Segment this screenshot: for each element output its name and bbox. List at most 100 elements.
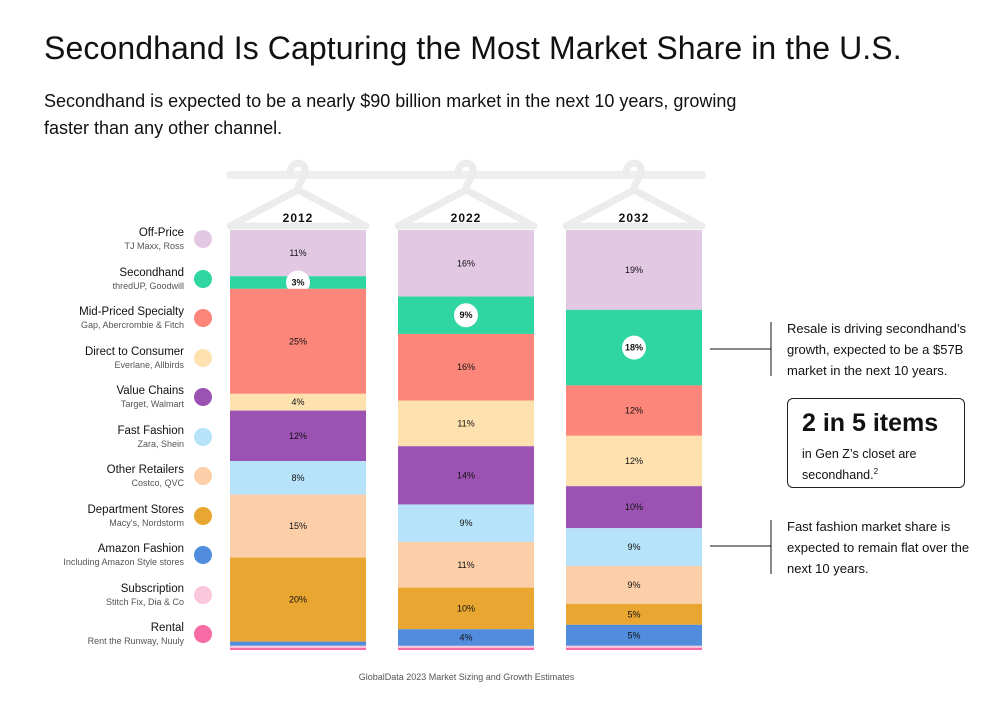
data-label: 5% [627, 609, 640, 619]
legend-examples: Including Amazon Style stores [63, 557, 184, 567]
bar-segment [566, 230, 702, 310]
bar-segment [566, 566, 702, 604]
highlight-badge [454, 303, 478, 328]
legend-swatch [194, 585, 212, 604]
legend-text: Direct to Consumer Everlane, Allbirds [85, 345, 184, 371]
data-label: 16% [457, 362, 475, 372]
legend-text: Amazon Fashion Including Amazon Style sto… [63, 542, 184, 568]
legend-examples: Costco, QVC [131, 478, 184, 488]
legend-name: Department Stores [87, 503, 184, 516]
data-label: 9% [627, 580, 640, 590]
legend-examples: Macy's, Nordstorm [109, 517, 184, 528]
legend-item: Fast Fashion Zara, Shein [30, 424, 220, 454]
data-label: 19% [625, 265, 643, 275]
bar-segment [566, 435, 702, 487]
data-label: 9% [627, 542, 640, 552]
bar-segment [566, 528, 702, 566]
page-title: Secondhand Is Capturing the Most Market … [44, 30, 902, 66]
data-label: 11% [457, 560, 474, 570]
legend-name: Subscription [120, 582, 184, 595]
bar-segment [230, 557, 366, 642]
stat-description: in Gen Z’s closet are secondhand. [802, 447, 917, 483]
legend-swatch [194, 230, 212, 248]
data-label: 9% [459, 518, 472, 528]
legend-item: Department Stores Macy's, Nordstorm [30, 503, 220, 533]
year-label: 2022 [451, 211, 482, 225]
hanger-icon [226, 159, 370, 230]
legend-text: Mid-Priced Specialty Gap, Abercrombie & F… [79, 305, 184, 331]
bar-segment [398, 541, 534, 588]
bar-segment [398, 587, 534, 630]
legend-examples: Target, Walmart [120, 399, 184, 409]
legend-item: Direct to Consumer Everlane, Allbirds [30, 345, 220, 375]
bar-segment [398, 400, 534, 447]
highlight-badge [622, 335, 646, 360]
bar-segment [230, 641, 366, 646]
year-label: 2032 [619, 211, 650, 225]
data-label: 16% [457, 258, 475, 268]
legend-examples: TJ Maxx, Ross [124, 241, 184, 251]
legend-swatch [194, 427, 212, 446]
fast-fashion-callout: Fast fashion market share is expected to… [787, 519, 970, 576]
data-label: 8% [291, 473, 304, 483]
hanger-icon [562, 159, 706, 230]
stat-text: in Gen Z’s closet are secondhand.2 [802, 445, 952, 484]
stat-headline: 2 in 5 items [802, 409, 939, 437]
bar-segment [566, 647, 702, 650]
legend-swatch [194, 506, 212, 525]
data-label: 12% [289, 431, 307, 441]
legend-swatch [194, 388, 212, 406]
legend-item: Secondhand thredUP, Goodwill [30, 266, 220, 296]
data-label: 11% [457, 418, 474, 428]
legend-swatch [194, 348, 212, 367]
legend-item: Rental Rent the Runway, Nuuly [30, 621, 220, 651]
legend-text: Secondhand thredUP, Goodwill [113, 266, 184, 292]
legend-name: Direct to Consumer [84, 345, 184, 358]
legend-item: Off-Price TJ Maxx, Ross [30, 226, 220, 256]
bar-segment [398, 333, 534, 401]
legend-examples: thredUP, Goodwill [112, 280, 184, 291]
page-subtitle: Secondhand is expected to be a nearly $9… [44, 91, 737, 138]
data-label: 10% [625, 502, 643, 512]
bar-segment [398, 504, 534, 542]
bar-segment [398, 446, 534, 505]
legend-examples: Gap, Abercrombie & Fitch [80, 320, 184, 330]
legend-item: Mid-Priced Specialty Gap, Abercrombie & F… [30, 305, 220, 335]
legend-swatch [194, 309, 212, 327]
legend-examples: Zara, Shein [137, 438, 184, 449]
data-label: 9% [459, 310, 472, 320]
legend-item: Amazon Fashion Including Amazon Style sto… [30, 542, 220, 572]
legend-name: Secondhand [119, 266, 184, 279]
data-label: 3% [291, 278, 304, 288]
bar-segment [398, 230, 534, 297]
legend-swatch [194, 625, 212, 643]
legend-name: Mid-Priced Specialty [79, 306, 184, 318]
bar-segment [398, 645, 534, 648]
data-label: 5% [627, 630, 640, 640]
data-label: 14% [457, 470, 475, 480]
highlight-badge [286, 270, 310, 295]
legend-swatch [194, 546, 212, 564]
legend-item: Subscription Stitch Fix, Dia & Co [30, 582, 220, 612]
bar-segment [566, 645, 702, 648]
data-label: 12% [625, 406, 643, 416]
data-label: 15% [289, 521, 307, 531]
data-label: 18% [625, 343, 643, 353]
bar-segment [566, 385, 702, 436]
bar-segment [566, 603, 702, 625]
bar-segment [230, 645, 366, 648]
data-label: 12% [625, 456, 643, 466]
legend-text: Other Retailers Costco, QVC [107, 463, 184, 489]
legend-text: Fast Fashion Zara, Shein [118, 424, 184, 450]
bar-segment [398, 629, 534, 646]
stat-box: 2 in 5 items in Gen Z’s closet are secon… [787, 398, 965, 488]
bar-segment [230, 288, 366, 394]
legend-name: Rental [150, 622, 184, 634]
bar-segment [230, 393, 366, 411]
legend-text: Department Stores Macy's, Nordstorm [87, 503, 184, 529]
legend-name: Fast Fashion [117, 424, 184, 437]
data-label: 11% [289, 248, 306, 258]
legend-examples: Stitch Fix, Dia & Co [105, 596, 184, 607]
bar-segment [566, 486, 702, 529]
bar-segment [230, 230, 366, 277]
